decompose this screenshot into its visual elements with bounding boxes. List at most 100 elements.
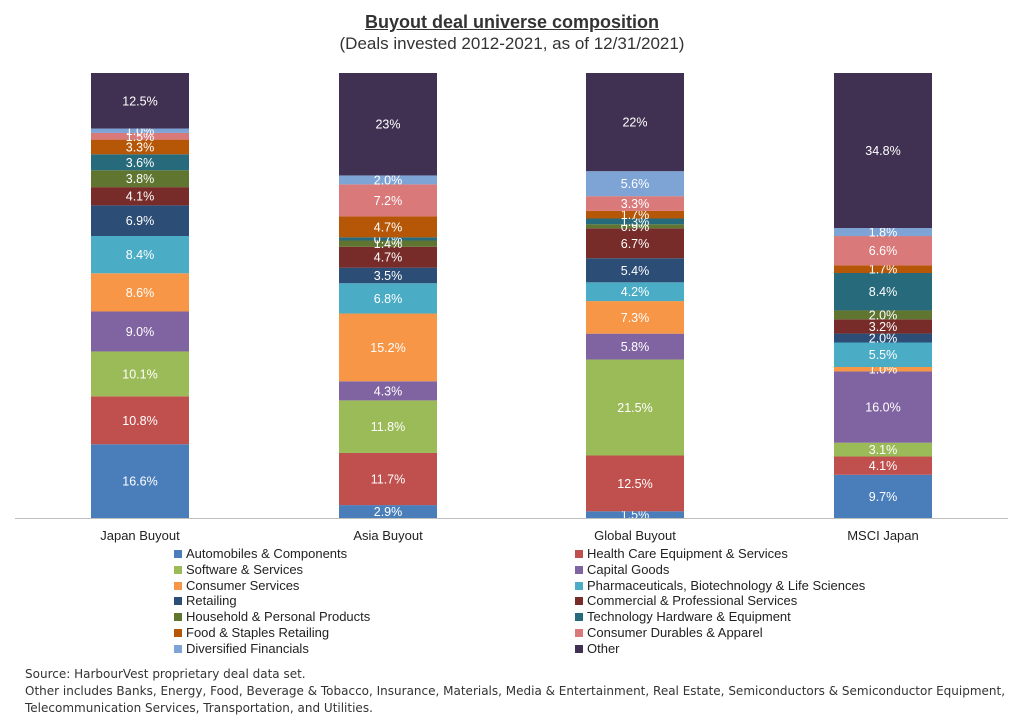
bar-segment — [91, 273, 189, 312]
legend-swatch — [174, 597, 182, 606]
bar-segment — [339, 267, 437, 284]
bar-segment — [834, 310, 932, 320]
bar-segment — [834, 456, 932, 475]
data-label: 5.5% — [869, 348, 898, 362]
data-label: 10.8% — [122, 414, 157, 428]
chart-subtitle: (Deals invested 2012-2021, as of 12/31/2… — [339, 34, 685, 53]
legend-item: Software & Services — [174, 561, 304, 577]
bar-segment — [834, 265, 932, 274]
bar-segment — [834, 366, 932, 372]
bar-segment — [834, 319, 932, 334]
legend-item: Consumer Services — [174, 578, 299, 593]
legend-label: Retailing — [186, 593, 237, 609]
legend-label: Technology Hardware & Equipment — [587, 609, 791, 625]
data-label: 1.8% — [869, 226, 898, 240]
legend-swatch — [575, 565, 583, 574]
bar-segment — [586, 333, 684, 360]
bar-segment — [339, 216, 437, 238]
bar-segment — [586, 210, 684, 219]
legend-label: Software & Services — [186, 561, 304, 577]
legend-item: Pharmaceuticals, Biotechnology & Life Sc… — [575, 578, 865, 593]
legend-item: Technology Hardware & Equipment — [575, 610, 791, 624]
legend-label: Consumer Durables & Apparel — [587, 625, 763, 640]
data-label: 5.8% — [621, 340, 650, 354]
bar-segment — [586, 511, 684, 518]
legend-swatch — [174, 629, 182, 637]
legend-label: Automobiles & Components — [186, 546, 348, 561]
data-label: 15.2% — [370, 341, 405, 355]
bar-segment — [586, 224, 684, 229]
data-label: 10.1% — [122, 367, 157, 381]
legend-swatch — [575, 581, 583, 590]
bar-segment — [91, 73, 189, 129]
data-label: 4.3% — [374, 384, 403, 398]
legend-label: Other — [587, 640, 620, 656]
data-label: 2.0% — [869, 332, 898, 346]
bar-segment — [586, 301, 684, 334]
bar-segment — [586, 359, 684, 456]
data-label: 1.4% — [374, 237, 403, 251]
data-label: 3.3% — [621, 197, 650, 211]
data-label: 7.2% — [374, 194, 403, 208]
bar-segment — [91, 154, 189, 171]
data-label: 16.6% — [122, 475, 157, 489]
bar-segment — [91, 128, 189, 133]
legend-label: Diversified Financials — [186, 640, 309, 656]
data-label: 3.3% — [126, 140, 155, 154]
data-label: 3.6% — [126, 156, 155, 170]
data-label: 11.8% — [371, 420, 406, 434]
data-label: 9.7% — [869, 490, 898, 504]
data-label: 4.2% — [621, 285, 650, 299]
data-label: 11.7% — [371, 473, 406, 487]
bar-segment — [91, 396, 189, 445]
data-label: 1.7% — [869, 263, 898, 277]
data-label: 4.1% — [869, 459, 898, 473]
legend-swatch — [575, 613, 583, 622]
bar-segment — [339, 381, 437, 401]
bar-segment — [91, 139, 189, 155]
data-label: 3.5% — [374, 269, 403, 283]
bar-segment — [91, 170, 189, 188]
data-label: 34.8% — [865, 144, 900, 158]
bar-segment — [586, 258, 684, 283]
legend-item: Food & Staples Retailing — [174, 626, 329, 640]
bar-segment — [339, 452, 437, 506]
bar-segment — [339, 184, 437, 217]
bar-segment — [834, 442, 932, 457]
data-label: 2.0% — [374, 173, 403, 187]
other-note-line-2: Telecommunication Services, Transportati… — [25, 701, 373, 715]
bar-segment — [339, 505, 437, 518]
legend-item: Diversified Financials — [174, 640, 309, 656]
category-label: MSCI Japan — [847, 528, 919, 543]
legend-label: Food & Staples Retailing — [186, 625, 330, 640]
bar-segment — [834, 371, 932, 443]
legend-item: Automobiles & Components — [174, 547, 347, 561]
data-label: 3.1% — [869, 443, 898, 457]
legend-swatch — [174, 565, 182, 574]
bar-segment — [586, 228, 684, 259]
data-label: 1.7% — [621, 208, 650, 222]
data-label: 1.5% — [126, 130, 155, 144]
data-label: 16.0% — [865, 401, 900, 415]
data-label: 8.4% — [126, 248, 155, 262]
bar-segment — [339, 73, 437, 176]
legend-label: Commercial & Professional Services — [587, 593, 798, 609]
footnotes: Source: HarbourVest proprietary deal dat… — [25, 666, 1005, 717]
data-label: 7.3% — [621, 311, 650, 325]
data-label: 3.8% — [126, 172, 155, 186]
category-label: Asia Buyout — [353, 528, 423, 543]
bar-segment — [339, 313, 437, 382]
chart-title: Buyout deal universe composition — [364, 12, 660, 32]
bar-segment — [91, 444, 189, 518]
bar-segment — [339, 237, 437, 241]
data-label: 12.5% — [122, 94, 157, 108]
bar-segment — [91, 311, 189, 352]
bar-segment — [91, 235, 189, 274]
data-label: 21.5% — [617, 401, 652, 415]
legend-label: Household & Personal Products — [186, 609, 371, 625]
bar-segment — [834, 273, 932, 311]
data-label: 6.6% — [869, 244, 898, 258]
bar-segment — [586, 282, 684, 302]
legend-item: Household & Personal Products — [174, 610, 370, 624]
legend-swatch — [174, 613, 182, 622]
